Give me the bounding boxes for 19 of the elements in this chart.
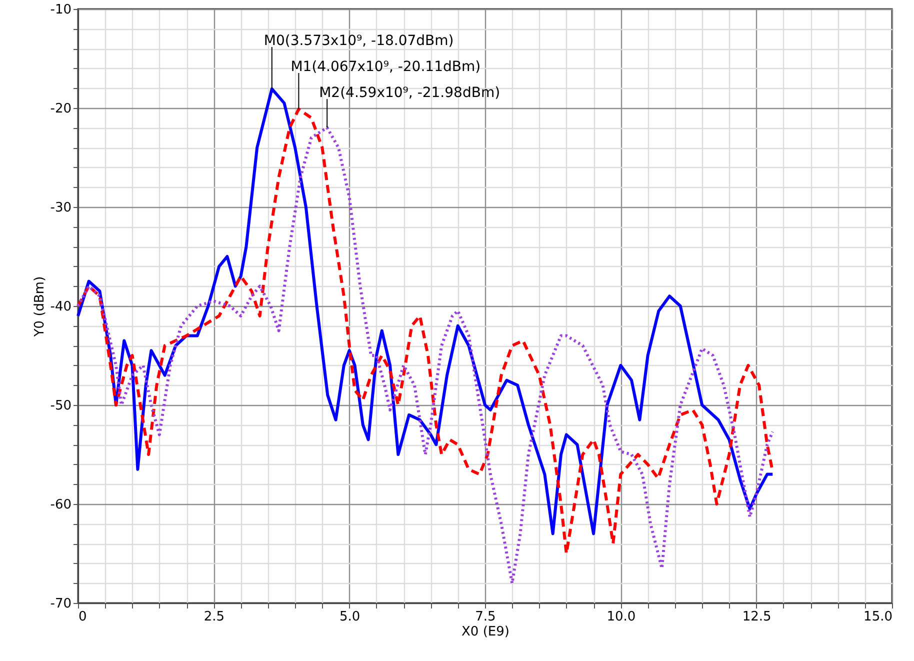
- y-tick-label: -10: [50, 2, 72, 18]
- y-tick-label: -70: [50, 596, 72, 612]
- y-tick-label: -50: [50, 398, 72, 414]
- x-tick-label: 7.5: [475, 610, 496, 624]
- y-tick-label: -30: [50, 200, 72, 216]
- annotation: M2(4.59x10⁹, -21.98dBm): [319, 85, 500, 101]
- annotation: M0(3.573x10⁹, -18.07dBm): [264, 33, 454, 49]
- x-tick-label: 12.5: [742, 610, 772, 624]
- y-axis-title: Y0 (dBm): [32, 276, 48, 338]
- y-tick-label: -60: [50, 498, 72, 512]
- x-tick-label: 15.0: [864, 610, 892, 624]
- y-tick-label: -20: [50, 102, 72, 116]
- x-tick-label: 5.0: [339, 610, 360, 624]
- x-tick-label: 0: [78, 610, 87, 624]
- y-tick-label: -40: [50, 300, 72, 314]
- annotation: M1(4.067x10⁹, -20.11dBm): [290, 59, 481, 75]
- x-tick-label: 10.0: [606, 610, 636, 624]
- x-axis-title: X0 (E9): [462, 624, 510, 640]
- x-tick-label: 2.5: [204, 610, 225, 624]
